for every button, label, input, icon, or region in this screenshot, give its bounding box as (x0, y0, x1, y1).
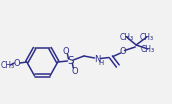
Text: O: O (119, 48, 126, 56)
Text: O: O (14, 58, 20, 67)
Text: CH₃: CH₃ (141, 45, 155, 53)
Text: O: O (62, 46, 69, 56)
Text: S: S (67, 56, 74, 66)
Text: CH₃: CH₃ (140, 32, 154, 41)
Text: N: N (94, 54, 101, 64)
Text: CH₃: CH₃ (0, 61, 14, 69)
Text: O: O (72, 66, 78, 76)
Text: CH₃: CH₃ (119, 32, 134, 41)
Text: H: H (98, 60, 104, 66)
